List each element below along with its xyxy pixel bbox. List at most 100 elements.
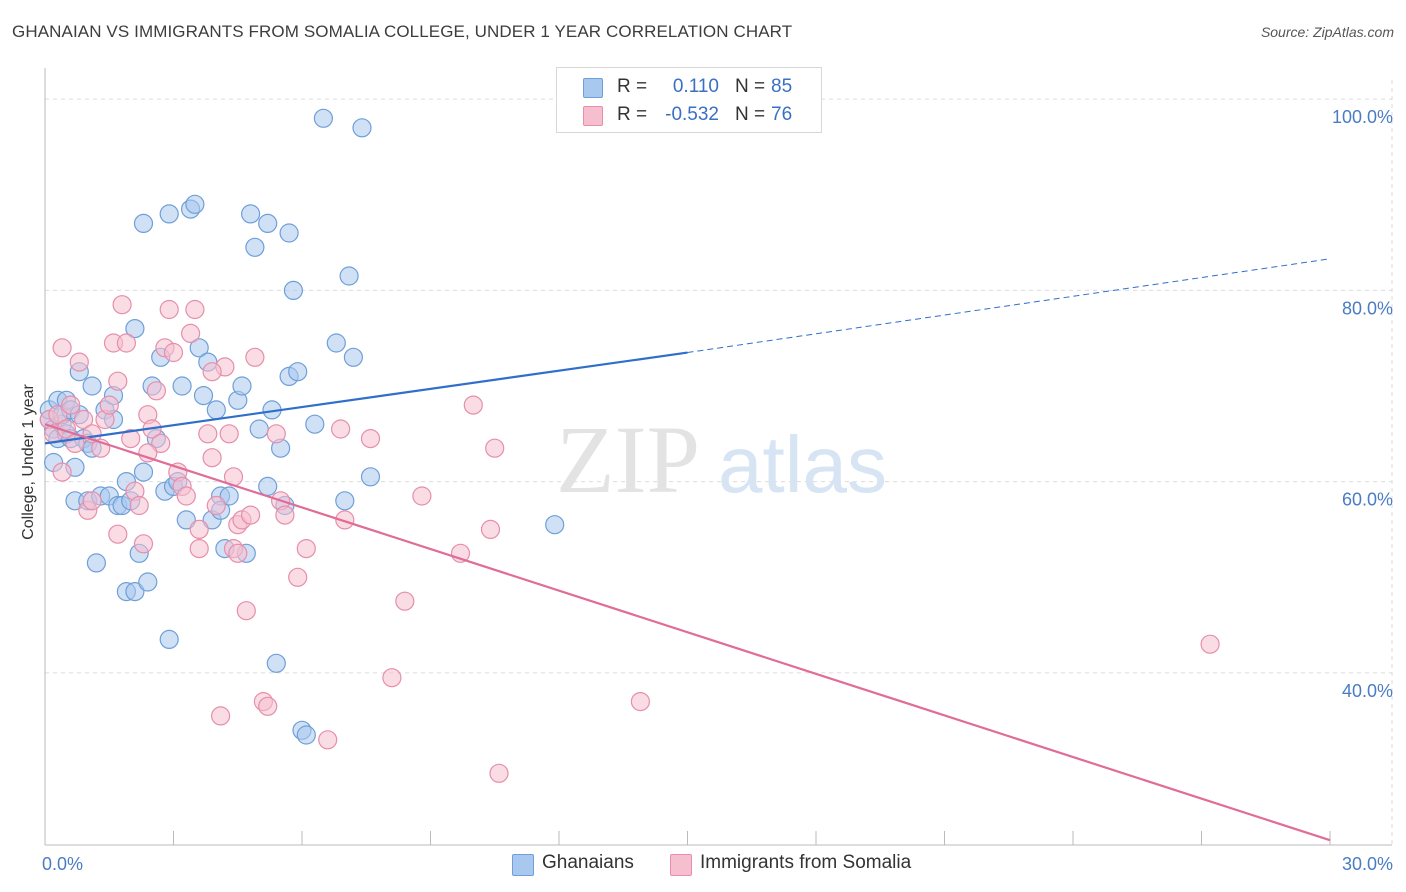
axis-labels: 100.0% 80.0% 60.0% 40.0% 0.0% 30.0% College, U… — [20, 107, 1393, 874]
legend-n-value: 76 — [771, 104, 793, 125]
legend-r-label: R = — [617, 76, 648, 97]
ghanaian-point — [258, 213, 278, 233]
somalia-point — [189, 538, 209, 559]
somalia-point — [288, 567, 308, 587]
ghanaian-point — [189, 338, 209, 358]
data-points — [39, 108, 1220, 783]
somalia-point — [335, 510, 355, 530]
somalia-point — [206, 495, 226, 516]
bottom-legend-label: Ghanaians — [542, 852, 634, 873]
watermark-atlas: atlas — [718, 420, 887, 509]
axes — [44, 68, 1392, 846]
bottom-swatch-pink — [670, 854, 692, 876]
somalia-point — [82, 491, 102, 511]
ghanaian-trend-line — [44, 351, 688, 445]
ghanaian-point — [82, 376, 102, 396]
somalia-point — [116, 333, 137, 353]
ghanaian-trend-extension — [687, 258, 1331, 354]
chart-title: GHANAIAN VS IMMIGRANTS FROM SOMALIA COLL… — [12, 22, 793, 41]
legend-row-somalia: R = -0.532 N = 76 — [557, 101, 821, 129]
legend-swatch-pink — [583, 106, 603, 126]
legend-r-value: 0.110 — [672, 76, 719, 97]
somalia-point — [185, 299, 205, 320]
y-tick-label: 100.0% — [1332, 107, 1393, 127]
ghanaian-point — [305, 414, 325, 434]
somalia-point — [382, 668, 402, 688]
somalia-point — [176, 486, 196, 506]
somalia-point — [485, 438, 505, 458]
ghanaian-point — [185, 194, 205, 214]
legend-n-label: N = — [735, 104, 766, 125]
somalia-point — [163, 342, 184, 363]
legend-row-ghanaians: R = 0.110 N = 85 — [557, 73, 821, 101]
somalia-point — [99, 395, 119, 415]
ghanaian-point — [283, 280, 303, 300]
ghanaian-point — [313, 108, 333, 128]
legend-r-label: R = — [617, 104, 648, 125]
ghanaian-point — [193, 386, 214, 406]
ghanaian-point — [159, 204, 179, 224]
somalia-point — [236, 601, 256, 621]
somalia-trend-line — [44, 423, 1331, 842]
ghanaian-point — [245, 237, 265, 257]
somalia-point — [489, 763, 509, 783]
somalia-point — [211, 706, 231, 726]
correlation-legend: R = 0.110 N = 85 R = -0.532 N = 76 — [556, 67, 822, 133]
ghanaian-point — [258, 476, 278, 496]
ghanaian-point — [279, 223, 299, 243]
ghanaian-point — [133, 213, 154, 233]
somalia-point — [412, 486, 432, 506]
ghanaian-point — [360, 467, 381, 487]
somalia-point — [61, 395, 81, 415]
ghanaian-point — [296, 725, 316, 745]
bottom-legend-label: Immigrants from Somalia — [700, 852, 912, 873]
somalia-point — [181, 323, 201, 343]
ghanaian-point — [545, 515, 565, 535]
ghanaian-point — [176, 510, 196, 530]
ghanaian-point — [335, 491, 355, 511]
somalia-point — [108, 371, 128, 391]
somalia-point — [108, 524, 128, 544]
somalia-point — [121, 429, 141, 449]
somalia-point — [318, 730, 338, 750]
chart-source: Source: ZipAtlas.com — [1260, 24, 1394, 40]
ghanaian-point — [241, 204, 261, 224]
y-tick-label: 80.0% — [1342, 298, 1393, 318]
somalia-point — [360, 429, 381, 449]
legend-r-value: -0.532 — [665, 104, 719, 125]
ghanaian-point — [249, 419, 269, 439]
somalia-point — [463, 395, 483, 415]
somalia-point — [331, 419, 351, 439]
somalia-point — [245, 347, 265, 367]
bottom-swatch-blue — [512, 854, 534, 876]
somalia-point — [52, 338, 72, 358]
ghanaian-point — [125, 581, 145, 602]
somalia-point — [241, 505, 261, 525]
legend-n-value: 85 — [771, 76, 793, 97]
watermark: ZIP atlas — [556, 406, 887, 513]
ghanaian-point — [86, 553, 107, 573]
x-tick-label: 0.0% — [42, 854, 83, 874]
ghanaian-point — [133, 462, 154, 482]
somalia-point — [480, 519, 501, 540]
trend-lines — [44, 258, 1331, 842]
somalia-point — [52, 462, 72, 482]
somalia-point — [146, 381, 166, 401]
somalia-point — [159, 299, 179, 320]
somalia-point — [228, 543, 248, 563]
somalia-point — [296, 538, 316, 559]
ghanaian-point — [339, 266, 359, 286]
legend-swatch-blue — [583, 78, 603, 98]
ghanaian-point — [125, 319, 145, 339]
somalia-point — [1200, 634, 1220, 654]
somalia-point — [198, 424, 218, 444]
somalia-point — [48, 405, 68, 425]
legend-n-label: N = — [735, 76, 766, 97]
somalia-point — [151, 433, 171, 453]
somalia-point — [189, 519, 209, 540]
somalia-point — [630, 691, 651, 712]
ghanaian-point — [343, 347, 363, 367]
somalia-point — [138, 443, 158, 463]
somalia-point — [258, 696, 278, 716]
